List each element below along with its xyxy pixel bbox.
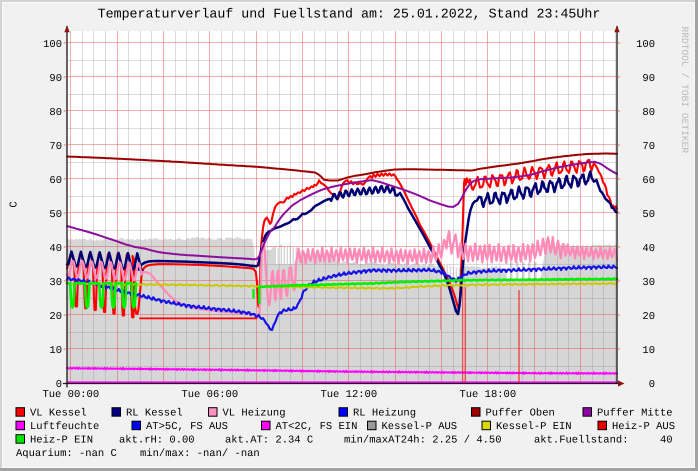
svg-text:RRDTOOL / TOBI OETIKER: RRDTOOL / TOBI OETIKER <box>679 27 690 154</box>
svg-text:40: 40 <box>642 243 655 255</box>
svg-text:Kessel-P EIN: Kessel-P EIN <box>496 421 572 433</box>
svg-text:Tue 00:00: Tue 00:00 <box>42 389 99 401</box>
svg-text:0: 0 <box>649 379 655 391</box>
svg-text:Tue 12:00: Tue 12:00 <box>320 389 377 401</box>
svg-text:AT<2C, FS EIN: AT<2C, FS EIN <box>276 421 358 433</box>
svg-text:10: 10 <box>49 345 62 357</box>
svg-text:Luftfeuchte: Luftfeuchte <box>30 421 99 433</box>
svg-text:Aquarium: -nan C: Aquarium: -nan C <box>16 448 117 460</box>
svg-text:Puffer Mitte: Puffer Mitte <box>597 408 673 420</box>
svg-text:Tue 18:00: Tue 18:00 <box>459 389 516 401</box>
svg-text:50: 50 <box>642 209 655 221</box>
svg-text:60: 60 <box>49 175 62 187</box>
svg-text:Heiz-P AUS: Heiz-P AUS <box>612 421 675 433</box>
svg-text:min/max: -nan/ -nan: min/max: -nan/ -nan <box>140 448 260 460</box>
svg-text:min/maxAT24h: 2.25 / 4.50: min/maxAT24h: 2.25 / 4.50 <box>344 435 502 447</box>
svg-text:100: 100 <box>636 39 655 51</box>
svg-text:80: 80 <box>642 107 655 119</box>
svg-text:RL Kessel: RL Kessel <box>126 408 183 420</box>
svg-text:90: 90 <box>49 73 62 85</box>
svg-text:90: 90 <box>642 73 655 85</box>
svg-text:akt.rH: 0.00: akt.rH: 0.00 <box>119 435 195 447</box>
svg-text:70: 70 <box>642 141 655 153</box>
svg-text:40: 40 <box>660 435 673 447</box>
svg-text:60: 60 <box>642 175 655 187</box>
svg-text:70: 70 <box>49 141 62 153</box>
svg-text:50: 50 <box>49 209 62 221</box>
svg-text:RL Heizung: RL Heizung <box>353 408 416 420</box>
svg-text:0: 0 <box>56 379 62 391</box>
svg-text:VL Kessel: VL Kessel <box>30 408 87 420</box>
svg-text:Heiz-P EIN: Heiz-P EIN <box>30 435 93 447</box>
svg-text:Puffer Oben: Puffer Oben <box>486 408 555 420</box>
svg-text:10: 10 <box>642 345 655 357</box>
svg-text:80: 80 <box>49 107 62 119</box>
svg-text:VL Heizung: VL Heizung <box>223 408 286 420</box>
svg-text:Kessel-P AUS: Kessel-P AUS <box>382 421 458 433</box>
svg-text:20: 20 <box>49 311 62 323</box>
svg-text:AT>5C, FS AUS: AT>5C, FS AUS <box>146 421 228 433</box>
svg-text:C: C <box>9 201 21 207</box>
svg-text:Temperaturverlauf und Fuellsta: Temperaturverlauf und Fuellstand am: 25.… <box>98 7 601 22</box>
svg-text:30: 30 <box>642 277 655 289</box>
svg-text:100: 100 <box>43 39 62 51</box>
svg-text:akt.Fuellstand:: akt.Fuellstand: <box>534 435 629 447</box>
svg-text:20: 20 <box>642 311 655 323</box>
svg-text:akt.AT: 2.34 C: akt.AT: 2.34 C <box>225 435 313 447</box>
svg-text:40: 40 <box>49 243 62 255</box>
svg-text:30: 30 <box>49 277 62 289</box>
svg-text:Tue 06:00: Tue 06:00 <box>181 389 238 401</box>
